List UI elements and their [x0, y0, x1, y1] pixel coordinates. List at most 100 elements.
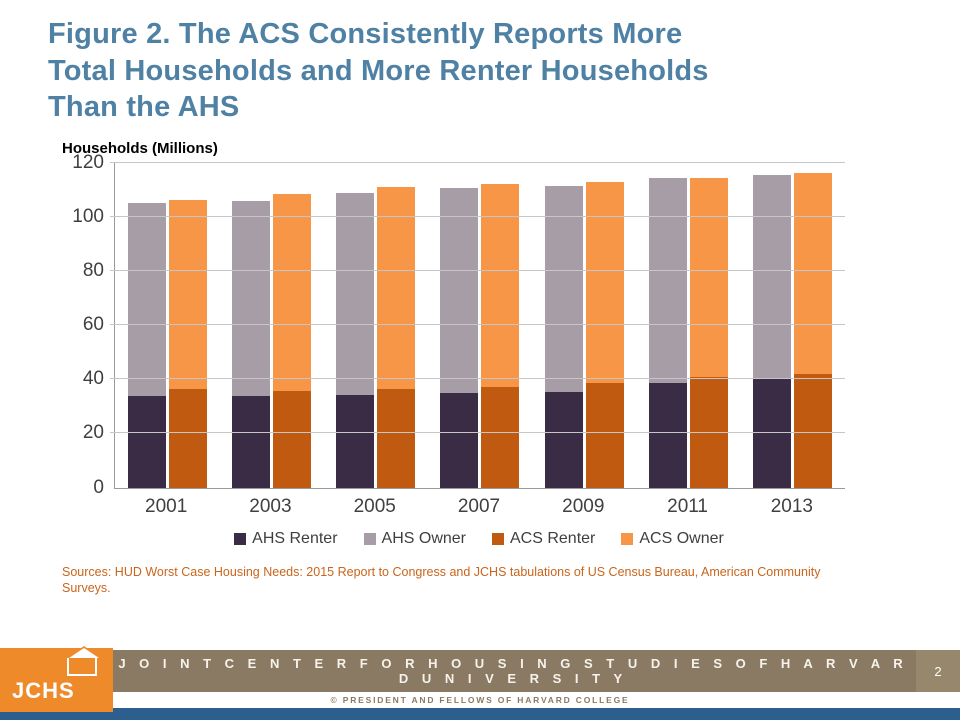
title-line-3: Than the AHS — [48, 91, 240, 124]
bar-segment-acs-renter — [585, 383, 624, 488]
bar-segment-ahs-owner — [231, 201, 270, 397]
legend-swatch-acs-owner — [621, 532, 634, 545]
stacked-bar — [127, 163, 166, 488]
stacked-bar — [336, 163, 375, 488]
house-roof-icon — [67, 646, 101, 658]
bar-segment-ahs-owner — [649, 177, 688, 383]
bar-segment-acs-owner — [794, 173, 833, 374]
house-icon — [67, 658, 97, 676]
page-number: 2 — [916, 650, 960, 692]
stacked-bar — [690, 163, 729, 488]
y-tick-label: 120 — [72, 151, 104, 173]
gridline — [110, 161, 845, 163]
x-tick-label: 2001 — [145, 495, 188, 517]
bar-segment-acs-renter — [377, 388, 416, 488]
bar-segment-ahs-owner — [127, 203, 166, 397]
bar-segment-ahs-owner — [440, 188, 479, 393]
bar-group-2003 — [219, 163, 323, 488]
x-tick-label: 2003 — [249, 495, 292, 517]
gridline — [110, 269, 845, 271]
legend-item-acs-owner: ACS Owner — [621, 529, 724, 548]
legend-label-ahs-owner: AHS Owner — [381, 529, 466, 547]
bar-segment-ahs-renter — [336, 395, 375, 488]
bar-group-2011 — [636, 163, 740, 488]
legend-label-acs-renter: ACS Renter — [510, 529, 596, 547]
legend-swatch-acs-renter — [492, 532, 504, 545]
page-title: Figure 2. The ACS Consistently Reports M… — [0, 0, 960, 126]
legend: AHS Renter AHS Owner ACS Renter ACS Owne… — [114, 530, 844, 548]
legend-label-acs-owner: ACS Owner — [639, 529, 724, 547]
stacked-bar — [168, 163, 207, 488]
x-tick-label: 2005 — [353, 495, 396, 517]
x-axis-labels: 2001 2003 2005 2007 2009 2011 2013 — [114, 496, 844, 518]
y-axis-title: Households (Millions) — [62, 139, 218, 157]
bar-segment-ahs-renter — [544, 391, 583, 488]
x-tick-label: 2009 — [562, 495, 605, 517]
gridline — [110, 432, 845, 434]
bar-segment-ahs-renter — [127, 396, 166, 488]
x-tick-label: 2013 — [770, 495, 813, 517]
stacked-bar — [231, 163, 270, 488]
stacked-bar — [585, 163, 624, 488]
footer-blue-bar — [0, 708, 960, 720]
bar-segment-acs-renter — [272, 390, 311, 488]
stacked-bar — [794, 163, 833, 488]
stacked-bar — [440, 163, 479, 488]
footer-copyright: © PRESIDENT AND FELLOWS OF HARVARD COLLE… — [0, 692, 960, 708]
bar-segment-acs-renter — [168, 389, 207, 488]
gridline — [110, 378, 845, 380]
bar-segment-acs-owner — [585, 181, 624, 384]
y-tick-label: 80 — [82, 259, 104, 281]
bar-segment-acs-owner — [168, 199, 207, 390]
stacked-bar — [753, 163, 792, 488]
stacked-bar — [544, 163, 583, 488]
stacked-bar — [649, 163, 688, 488]
y-tick-label: 20 — [82, 422, 104, 444]
bar-segment-acs-owner — [272, 194, 311, 391]
title-line-2: Total Households and More Renter Househo… — [48, 54, 709, 87]
bar-segment-ahs-owner — [753, 174, 792, 379]
y-axis-labels: 0 20 40 60 80 100 120 — [62, 152, 114, 498]
jchs-logo: JCHS — [0, 646, 113, 712]
bar-segment-ahs-owner — [336, 192, 375, 396]
bar-segment-acs-renter — [481, 387, 520, 488]
bar-segment-acs-owner — [377, 186, 416, 389]
x-tick-label: 2007 — [457, 495, 501, 517]
bar-segment-ahs-renter — [649, 382, 688, 488]
legend-item-ahs-owner: AHS Owner — [363, 529, 466, 548]
stacked-bar — [377, 163, 416, 488]
bar-segment-ahs-renter — [231, 396, 270, 488]
y-tick-label: 0 — [93, 476, 104, 498]
plot-area — [110, 161, 845, 489]
bar-segment-acs-renter — [794, 373, 833, 488]
footer-band: J O I N T C E N T E R F O R H O U S I N … — [0, 650, 960, 692]
title-line-1: Figure 2. The ACS Consistently Reports M… — [48, 18, 683, 50]
logo-text: JCHS — [12, 678, 75, 703]
bar-group-2005 — [324, 163, 428, 488]
bars-layer — [115, 163, 845, 488]
stacked-bar — [272, 163, 311, 488]
bar-group-2013 — [741, 163, 845, 488]
sources-note: Sources: HUD Worst Case Housing Needs: 2… — [62, 564, 821, 596]
y-tick-label: 40 — [82, 368, 104, 390]
stacked-bar — [481, 163, 520, 488]
legend-item-acs-renter: ACS Renter — [492, 530, 595, 548]
bar-group-2001 — [115, 163, 219, 488]
gridline — [110, 324, 845, 326]
legend-item-ahs-renter: AHS Renter — [234, 529, 338, 548]
x-tick-label: 2011 — [667, 495, 708, 517]
gridline — [110, 215, 845, 217]
y-tick-label: 100 — [72, 205, 104, 227]
bar-segment-ahs-owner — [544, 185, 583, 392]
bar-segment-ahs-renter — [440, 392, 479, 488]
y-tick-label: 60 — [82, 314, 104, 336]
footer-org-name: J O I N T C E N T E R F O R H O U S I N … — [118, 656, 908, 686]
bar-segment-acs-owner — [690, 177, 729, 378]
bar-group-2009 — [532, 163, 636, 488]
chart: 0 20 40 60 80 100 120 — [62, 152, 960, 498]
legend-label-ahs-renter: AHS Renter — [252, 529, 338, 547]
bar-group-2007 — [428, 163, 532, 488]
bar-segment-acs-owner — [481, 184, 520, 388]
legend-swatch-ahs-owner — [363, 532, 376, 545]
